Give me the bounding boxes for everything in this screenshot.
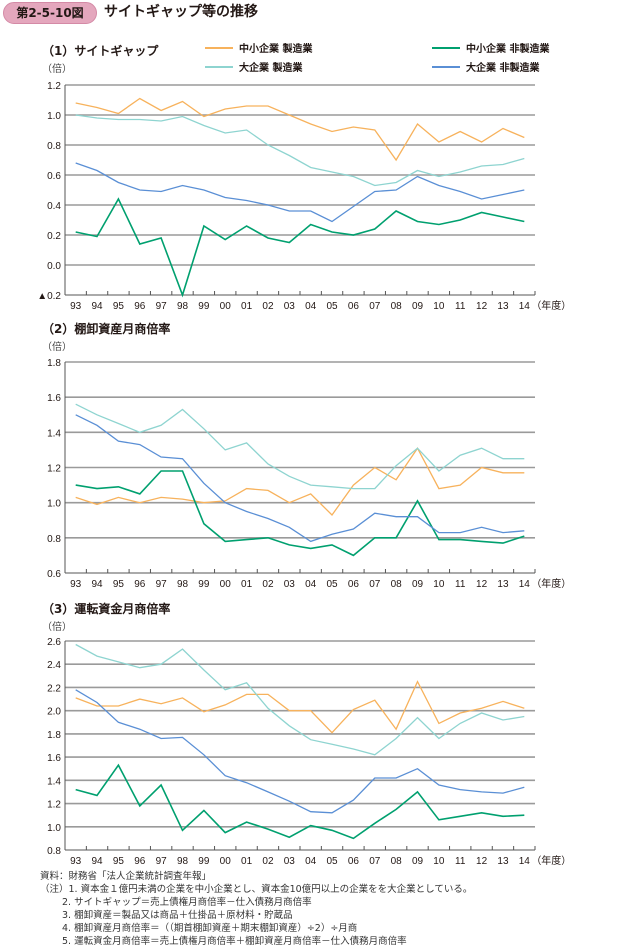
y-tick-label: 1.0 xyxy=(47,823,61,834)
x-tick-label: 12 xyxy=(476,856,488,867)
source-note: 資料：財務省「法人企業統計調査年報」 xyxy=(40,870,472,883)
y-tick-label: 1.2 xyxy=(47,800,61,811)
x-tick-label: 98 xyxy=(177,856,189,867)
x-tick-label: 94 xyxy=(91,856,103,867)
x-tick-label: 14 xyxy=(519,856,531,867)
y-tick-label: 2.0 xyxy=(47,707,61,718)
y-tick-label: 2.2 xyxy=(47,683,61,694)
note-1: （注）1. 資本金１億円未満の企業を中小企業とし、資本金10億円以上の企業をを大… xyxy=(40,883,472,896)
x-tick-label: 05 xyxy=(326,856,338,867)
note-4: 4. 棚卸資産月商倍率＝（（期首棚卸資産＋期末棚卸資産）÷2）÷月商 xyxy=(40,922,472,935)
y-tick-label: 1.6 xyxy=(47,753,61,764)
x-tick-label: 01 xyxy=(241,856,253,867)
x-tick-label: 96 xyxy=(134,856,146,867)
y-tick-label: 1.8 xyxy=(47,730,61,741)
note-5: 5. 運転資金月商倍率＝売上債権月商倍率＋棚卸資産月商倍率－仕入債務月商倍率 xyxy=(40,935,472,948)
x-tick-label: 00 xyxy=(220,856,232,867)
x-tick-label: 99 xyxy=(198,856,210,867)
series-line-4 xyxy=(76,690,525,813)
chart-working-capital-ratio: 0.8 1.0 1.2 1.4 1.6 1.8 2.0 2.2 2.4 2.6 93 94 95 96 97… xyxy=(0,0,643,880)
x-tick-label: 95 xyxy=(113,856,125,867)
x-tick-label: 08 xyxy=(391,856,403,867)
x-tick-label: 97 xyxy=(156,856,168,867)
x-tick-label: 93 xyxy=(70,856,82,867)
x-tick-label: 06 xyxy=(348,856,360,867)
y-tick-label: 2.4 xyxy=(47,660,61,671)
y-tick-label: 0.8 xyxy=(47,846,61,857)
y-tick-label: 2.6 xyxy=(47,637,61,648)
y-tick-label: 1.4 xyxy=(47,776,61,787)
x-tick-label: 11 xyxy=(455,856,466,867)
note-3: 3. 棚卸資産＝製品又は商品＋仕掛品＋原材料・貯蔵品 xyxy=(40,909,472,922)
x-tick-label: 07 xyxy=(369,856,381,867)
x-tick-label: 09 xyxy=(412,856,424,867)
notes: 資料：財務省「法人企業統計調査年報」 （注）1. 資本金１億円未満の企業を中小企… xyxy=(40,870,472,948)
x-tick-label: 02 xyxy=(262,856,274,867)
x-tick-label: 13 xyxy=(497,856,509,867)
note-2: 2. サイトギャップ＝売上債権月商倍率－仕入債務月商倍率 xyxy=(40,896,472,909)
x-axis-unit-label: （年度） xyxy=(531,854,571,867)
x-tick-label: 03 xyxy=(284,856,296,867)
x-tick-label: 10 xyxy=(433,856,445,867)
x-tick-label: 04 xyxy=(305,856,317,867)
